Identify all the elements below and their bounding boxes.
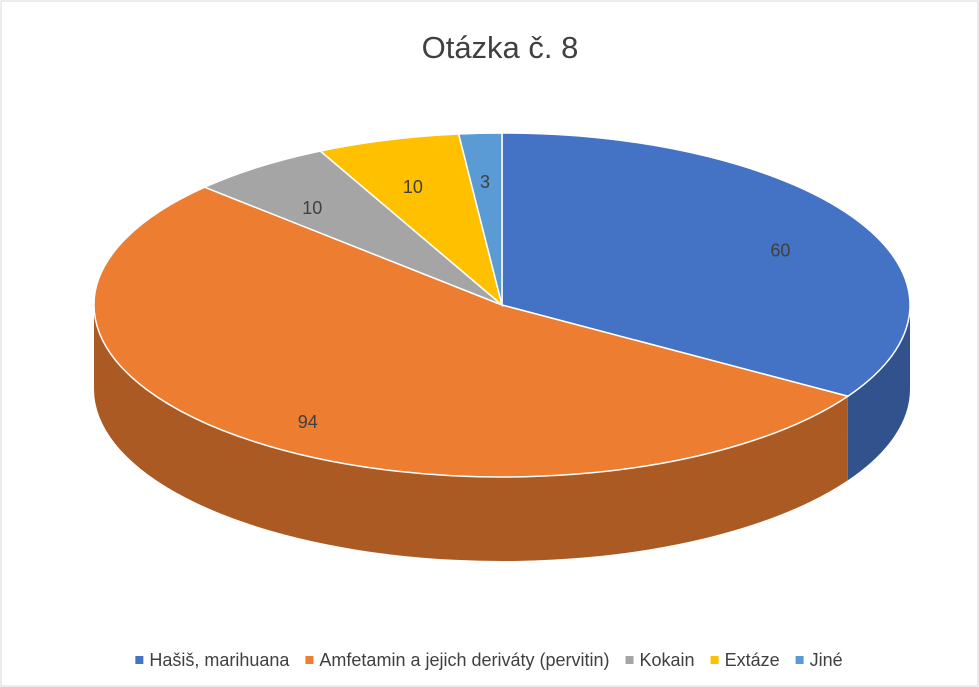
slice <box>202 150 503 306</box>
legend-marker <box>710 656 719 664</box>
legend-marker <box>305 656 314 664</box>
legend: Hašiš, marihuana Amfetamin a jejich deriv… <box>135 650 843 670</box>
data-label: 60 <box>770 241 790 261</box>
data-label: 10 <box>403 177 423 197</box>
legend-label: Extáze <box>725 650 780 670</box>
legend-label: Hašiš, marihuana <box>149 650 290 670</box>
pie-sides <box>94 305 910 562</box>
slice <box>457 132 503 306</box>
legend-marker <box>795 656 804 664</box>
slice-side <box>94 305 848 562</box>
legend-item: Jiné <box>795 650 843 670</box>
legend-item: Extáze <box>710 650 780 670</box>
slice <box>318 133 504 308</box>
slice <box>93 186 850 478</box>
data-label: 94 <box>298 412 318 432</box>
legend-marker <box>135 656 144 664</box>
legend-label: Jiné <box>810 650 843 670</box>
pie-tops <box>93 132 911 478</box>
slice <box>501 132 911 398</box>
legend-item: Amfetamin a jejich deriváty (pervitin) <box>305 650 610 670</box>
slice-side <box>847 305 910 481</box>
legend-marker <box>625 656 634 664</box>
legend-label: Kokain <box>640 650 695 670</box>
legend-item: Kokain <box>625 650 695 670</box>
chart-title: Otázka č. 8 <box>422 30 579 65</box>
data-label: 10 <box>302 198 322 218</box>
data-label: 3 <box>480 172 490 192</box>
legend-item: Hašiš, marihuana <box>135 650 290 670</box>
data-labels: 60 94 10 10 3 <box>298 172 791 432</box>
legend-label: Amfetamin a jejich deriváty (pervitin) <box>319 650 609 670</box>
